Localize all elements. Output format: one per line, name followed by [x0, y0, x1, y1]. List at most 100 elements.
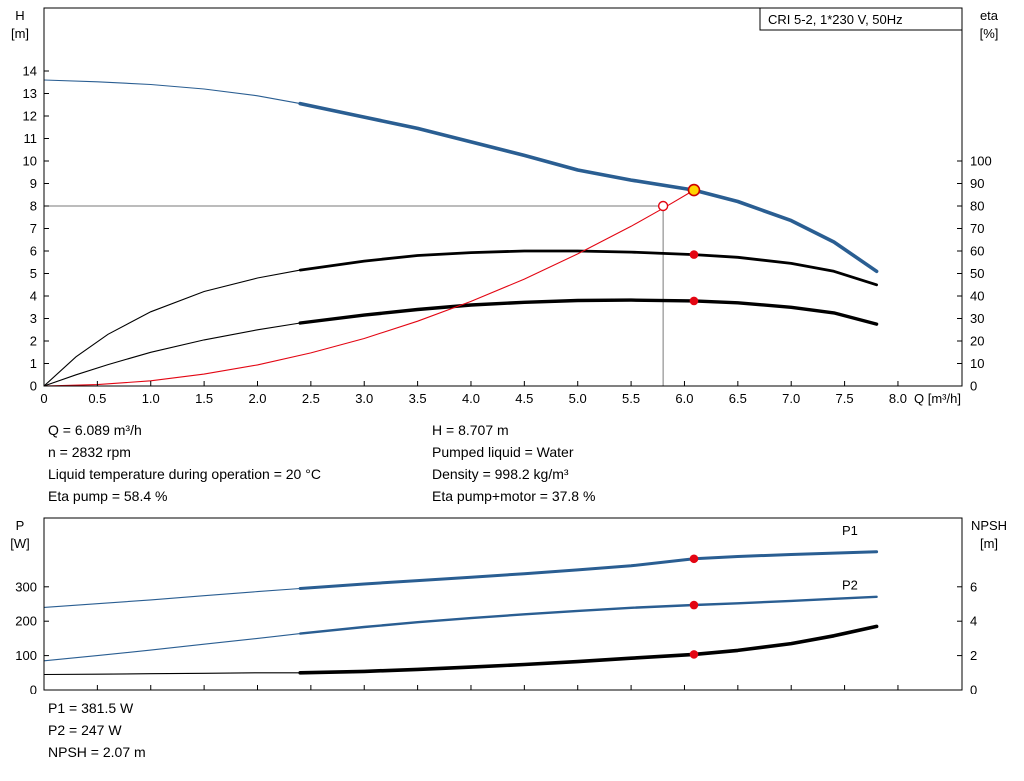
- result-p1: P1 = 381.5 W: [48, 700, 134, 716]
- pump-curve-curve-thin: [43, 79, 301, 105]
- x-tick-label: 6.0: [675, 391, 693, 406]
- x-tick-label: 5.5: [622, 391, 640, 406]
- y-right-tick-label: 90: [970, 176, 984, 191]
- p1-curve: [298, 550, 879, 590]
- power-results-panel: P1 = 381.5 W P2 = 247 W NPSH = 2.07 m: [48, 697, 146, 763]
- x-tick-label: 1.5: [195, 391, 213, 406]
- npsh-point-marker: [689, 650, 699, 659]
- npsh-curve: [298, 624, 879, 675]
- x-tick-label: 2.0: [248, 391, 266, 406]
- operating-point-marker: [687, 183, 701, 197]
- p2-curve-thin: [43, 633, 301, 662]
- p2-curve: [299, 595, 878, 635]
- y-left-tick-label: 0: [30, 683, 37, 695]
- y-left-tick-label: 13: [23, 86, 37, 101]
- y-right-tick-label: 60: [970, 244, 984, 259]
- y-left-tick-label: 5: [30, 266, 37, 281]
- y-right-axis-header-name: eta: [980, 8, 999, 23]
- y-right-tick-label: 80: [970, 199, 984, 214]
- y-right-tick-label: 0: [970, 379, 977, 394]
- x-tick-label: 8.0: [889, 391, 907, 406]
- x-tick-label: 5.0: [569, 391, 587, 406]
- info-head: H = 8.707 m: [432, 422, 509, 438]
- y-left-tick-label: 100: [15, 648, 37, 663]
- y-right-tick-label: 2: [970, 648, 977, 663]
- y-right-tick-label: 40: [970, 289, 984, 304]
- info-pumped-liquid: Pumped liquid = Water: [432, 444, 574, 460]
- y-right-tick-label: 4: [970, 614, 977, 629]
- y-left-tick-label: 7: [30, 221, 37, 236]
- x-tick-label: 0: [40, 391, 47, 406]
- eta-pump-motor-curve: [298, 298, 879, 326]
- y-right-axis-header-unit: [m]: [980, 536, 998, 551]
- p2-point-marker: [689, 600, 699, 610]
- chart-title: CRI 5-2, 1*230 V, 50Hz: [768, 12, 903, 27]
- title-box: [759, 7, 963, 31]
- pump-curve-curve: [298, 101, 879, 274]
- x-tick-label: 1.0: [142, 391, 160, 406]
- y-left-axis-header-name: P: [16, 518, 25, 533]
- specified-duty-point-marker: [657, 200, 669, 212]
- x-tick-label: 0.5: [88, 391, 106, 406]
- info-liquid-temperature: Liquid temperature during operation = 20…: [48, 466, 321, 482]
- plot-frame: [43, 517, 963, 691]
- eta-pump-motor-point-marker: [689, 296, 699, 306]
- x-tick-label: 3.0: [355, 391, 373, 406]
- power-npsh-chart: 0 100 200 300 0 2 4 6 P [W] NPSH [m] P1 P2: [10, 517, 1007, 695]
- npsh-curve-thin: [43, 672, 301, 676]
- y-left-tick-label: 3: [30, 311, 37, 326]
- info-eta-pump: Eta pump = 58.4 %: [48, 488, 168, 504]
- y-right-axis-header-unit: [%]: [980, 26, 999, 41]
- y-right-tick-label: 10: [970, 356, 984, 371]
- y-left-tick-label: 300: [15, 579, 37, 594]
- operating-data-right-column: H = 8.707 m Pumped liquid = Water Densit…: [432, 419, 595, 507]
- x-axis-label: Q [m³/h]: [914, 391, 961, 406]
- x-tick-label: 7.5: [836, 391, 854, 406]
- y-left-tick-label: 9: [30, 176, 37, 191]
- y-left-tick-label: 14: [23, 64, 37, 79]
- eta-pump-motor-curve-thin: [43, 322, 301, 387]
- y-right-tick-label: 0: [970, 683, 977, 695]
- y-left-tick-label: 6: [30, 244, 37, 259]
- duty-curve-curve: [43, 189, 695, 387]
- y-left-tick-label: 1: [30, 356, 37, 371]
- y-left-axis-header-name: H: [15, 8, 24, 23]
- y-right-tick-label: 100: [970, 154, 992, 169]
- y-left-tick-label: 8: [30, 199, 37, 214]
- y-right-tick-label: 20: [970, 334, 984, 349]
- x-tick-label: 3.5: [409, 391, 427, 406]
- x-tick-label: 6.5: [729, 391, 747, 406]
- p1-curve-thin: [43, 587, 301, 608]
- y-right-axis-header-name: NPSH: [971, 518, 1007, 533]
- info-density: Density = 998.2 kg/m³: [432, 466, 569, 482]
- y-right-tick-label: 6: [970, 579, 977, 594]
- y-left-tick-label: 0: [30, 379, 37, 394]
- y-left-tick-label: 4: [30, 289, 37, 304]
- operating-data-left-column: Q = 6.089 m³/h n = 2832 rpm Liquid tempe…: [48, 419, 321, 507]
- y-left-tick-label: 11: [24, 131, 38, 146]
- plot-frame: [43, 7, 963, 387]
- x-tick-label: 4.0: [462, 391, 480, 406]
- curve-label-P1: P1: [842, 523, 858, 538]
- info-speed: n = 2832 rpm: [48, 444, 131, 460]
- x-tick-label: 2.5: [302, 391, 320, 406]
- result-npsh: NPSH = 2.07 m: [48, 744, 146, 760]
- y-left-axis-header-unit: [W]: [10, 536, 30, 551]
- info-flow: Q = 6.089 m³/h: [48, 422, 142, 438]
- hq-eta-chart: 0123456789101112131401020304050607080901…: [11, 7, 999, 406]
- y-left-tick-label: 12: [23, 109, 37, 124]
- y-right-tick-label: 70: [970, 221, 984, 236]
- info-eta-pump-motor: Eta pump+motor = 37.8 %: [432, 488, 596, 504]
- y-right-tick-label: 30: [970, 311, 984, 326]
- y-left-tick-label: 200: [15, 614, 37, 629]
- p1-point-marker: [689, 554, 699, 564]
- y-left-axis-header-unit: [m]: [11, 26, 29, 41]
- y-left-tick-label: 2: [30, 334, 37, 349]
- operating-data-panel: Q = 6.089 m³/h n = 2832 rpm Liquid tempe…: [0, 419, 1024, 511]
- result-p2: P2 = 247 W: [48, 722, 122, 738]
- eta-pump-curve: [298, 249, 878, 287]
- eta-pump-curve-thin: [43, 269, 301, 387]
- curve-label-P2: P2: [842, 578, 858, 593]
- eta-pump-point-marker: [689, 250, 699, 259]
